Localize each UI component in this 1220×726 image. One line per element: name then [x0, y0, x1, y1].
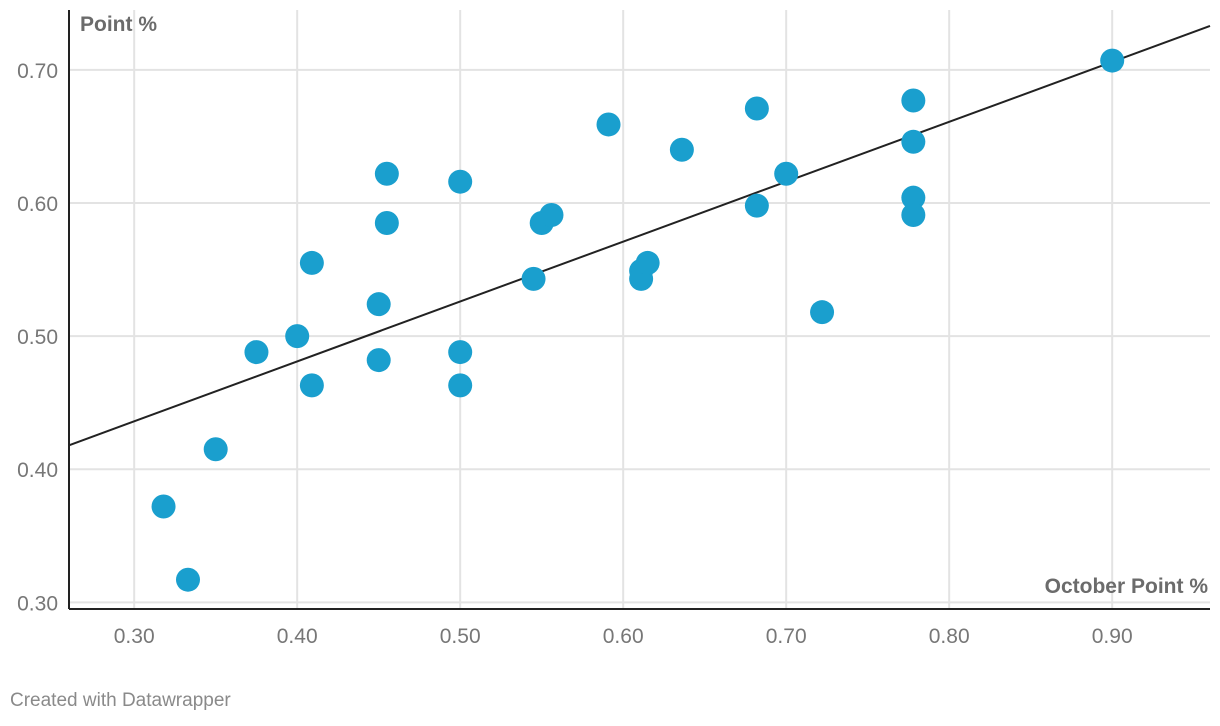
x-tick-label: 0.50 [440, 625, 481, 648]
scatter-point [448, 340, 473, 365]
scatter-point [901, 129, 926, 154]
scatter-point [175, 567, 200, 592]
scatter-point [366, 292, 391, 317]
credit-text: Created with Datawrapper [10, 690, 231, 711]
x-tick-label: 0.40 [277, 625, 318, 648]
scatter-point [151, 494, 176, 519]
scatter-point [901, 185, 926, 210]
x-tick-label: 0.70 [766, 625, 807, 648]
point-layer [151, 48, 1125, 592]
scatter-point [635, 250, 660, 275]
scatter-point [774, 161, 799, 186]
y-tick-label: 0.70 [17, 60, 58, 83]
y-tick-label: 0.50 [17, 326, 58, 349]
scatter-point [596, 112, 621, 137]
scatter-point [366, 348, 391, 373]
scatter-point [539, 202, 564, 227]
scatter-point [744, 96, 769, 121]
x-tick-label: 0.80 [929, 625, 970, 648]
label-layer: 0.30 0.40 0.50 0.60 0.70 0.80 0.90 0.30 0.40 0.50… [17, 13, 1208, 648]
scatter-point [1100, 48, 1125, 73]
y-tick-label: 0.40 [17, 459, 58, 482]
grid-layer [69, 10, 1210, 609]
scatter-point [810, 300, 835, 325]
scatter-point [669, 137, 694, 162]
scatter-chart: 0.30 0.40 0.50 0.60 0.70 0.80 0.90 0.30 0.40 0.50… [17, 10, 1211, 648]
y-axis-title: Point % [80, 13, 157, 36]
x-tick-label: 0.90 [1092, 625, 1133, 648]
scatter-point [521, 266, 546, 291]
scatter-point [299, 250, 324, 275]
scatter-point [448, 373, 473, 398]
y-tick-label: 0.30 [17, 592, 58, 615]
axis-layer [68, 10, 1210, 610]
scatter-point [244, 340, 269, 365]
x-tick-label: 0.30 [114, 625, 155, 648]
x-tick-label: 0.60 [603, 625, 644, 648]
scatter-point [285, 324, 310, 349]
scatter-point [374, 210, 399, 235]
scatter-point [203, 437, 228, 462]
trend-layer [68, 25, 1211, 447]
x-axis-title: October Point % [1045, 575, 1209, 598]
scatter-point [901, 202, 926, 227]
scatter-point [299, 373, 324, 398]
scatter-point [901, 88, 926, 113]
scatter-point [374, 161, 399, 186]
y-tick-label: 0.60 [17, 193, 58, 216]
trend-line [68, 25, 1211, 447]
scatter-point [448, 169, 473, 194]
scatter-point [744, 193, 769, 218]
